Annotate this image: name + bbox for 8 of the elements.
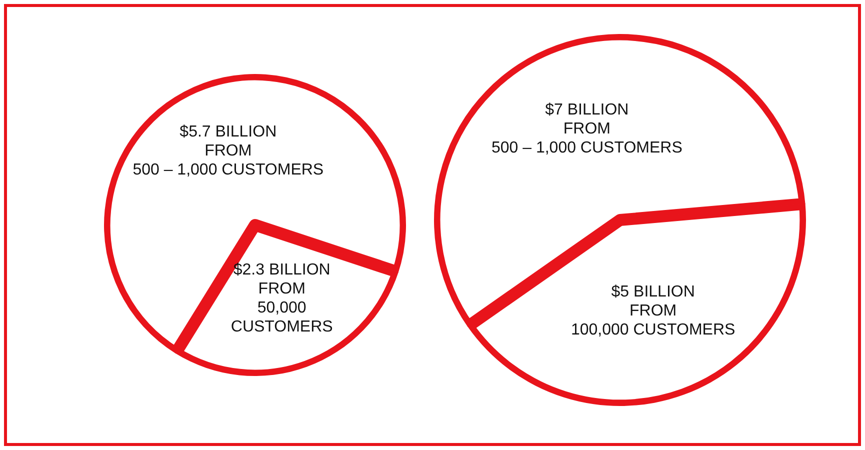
slice-label: FROM 500 – 1,000 CUSTOMERS — [132, 142, 324, 179]
data-label: $2.3 BILLION — [233, 262, 330, 279]
slice-label: FROM 500 – 1,000 CUSTOMERS — [491, 120, 682, 157]
slice-label: FROM 50,000 CUSTOMERS — [230, 280, 333, 336]
data-label: $5 BILLION — [611, 283, 695, 300]
data-label: $7 BILLION — [545, 102, 629, 119]
data-label: $5.7 BILLION — [180, 124, 277, 141]
slice-label: FROM 100,000 CUSTOMERS — [570, 302, 736, 338]
